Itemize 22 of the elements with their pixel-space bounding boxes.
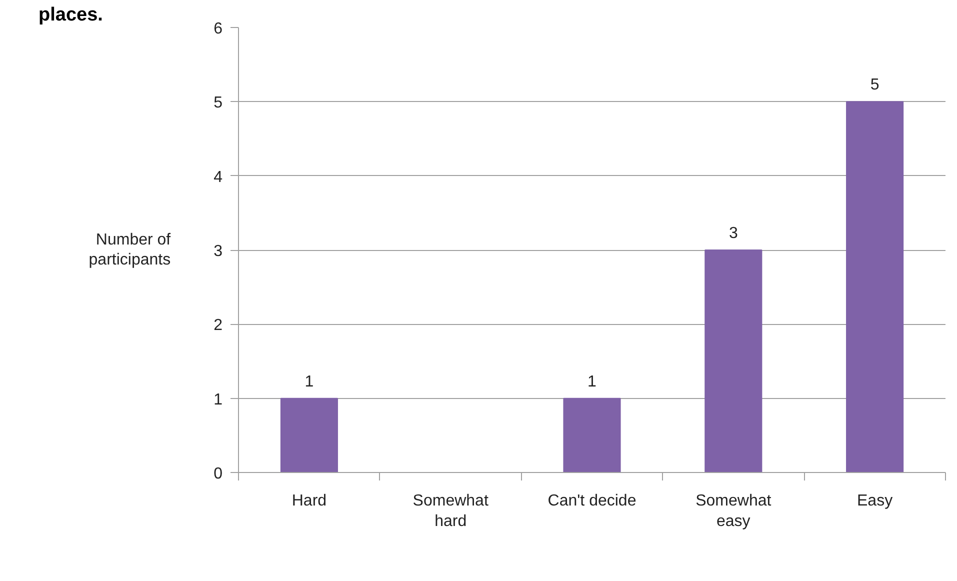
bar [704,250,762,472]
y-tick-label: 4 [214,168,223,186]
y-tick-label: 1 [214,391,223,408]
text: places. [38,4,103,26]
y-axis-title: Number of participants [88,231,172,269]
y-tick-label: 0 [214,466,223,482]
bar [280,398,338,472]
data-label: 5 [870,76,880,94]
data-label: 1 [588,373,597,390]
y-tick-label: 6 [214,20,223,38]
x-tick-label: Can't decide [548,492,636,510]
y-tick-label: 3 [214,243,223,260]
x-tick-label: Somewhat easy [696,492,772,530]
bar [563,398,621,472]
data-label: 3 [728,225,738,242]
x-tick-label: Somewhat hard [412,492,489,530]
bar [846,101,904,472]
data-label: 1 [304,373,314,390]
x-tick-label: Hard [292,492,327,510]
y-tick-label: 5 [214,94,223,112]
y-tick-label: 2 [214,317,223,334]
x-tick-label: Easy [857,492,893,510]
